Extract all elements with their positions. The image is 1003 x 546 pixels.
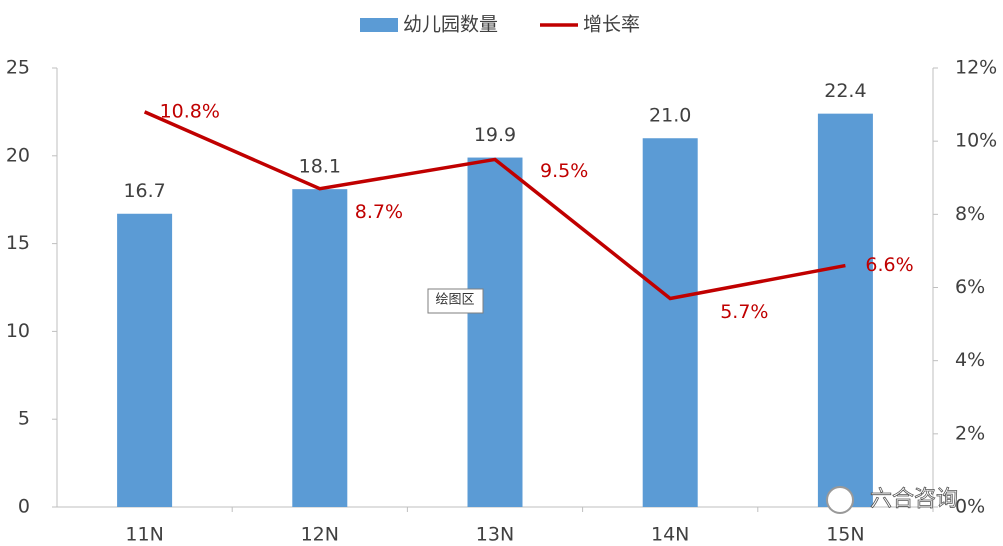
y-tick-label: 10: [6, 320, 30, 342]
tooltip-box: [427, 288, 484, 314]
x-tick-label: 11N: [125, 524, 163, 546]
line-value-label: 6.6%: [865, 254, 913, 276]
y2-tick-label: 8%: [955, 203, 985, 225]
bar-value-label: 19.9: [474, 124, 516, 146]
y2-tick-label: 12%: [955, 57, 997, 79]
bar: [467, 157, 523, 507]
bar-value-label: 21.0: [649, 105, 691, 127]
line-value-label: 8.7%: [355, 201, 403, 223]
y2-tick-label: 6%: [955, 276, 985, 298]
bar: [817, 113, 873, 507]
y-tick-label: 25: [6, 57, 30, 79]
y-tick-label: 20: [6, 144, 30, 166]
y2-tick-label: 10%: [955, 130, 997, 152]
line-value-label: 9.5%: [540, 160, 588, 182]
bar: [292, 189, 348, 507]
y2-tick-label: 0%: [955, 496, 985, 518]
x-tick-label: 12N: [301, 524, 339, 546]
bar-value-label: 16.7: [123, 180, 165, 202]
bar: [642, 138, 698, 508]
bar-value-label: 22.4: [824, 80, 866, 102]
line-value-label: 10.8%: [160, 100, 220, 122]
watermark: 六合咨询: [870, 487, 958, 512]
y-tick-label: 0: [18, 496, 30, 518]
y-tick-label: 15: [6, 232, 30, 254]
x-tick-label: 14N: [651, 524, 689, 546]
bar-value-label: 18.1: [299, 156, 341, 178]
bar: [117, 213, 173, 508]
x-tick-label: 13N: [476, 524, 514, 546]
watermark-icon: [826, 486, 854, 514]
y2-tick-label: 4%: [955, 349, 985, 371]
line-value-label: 5.7%: [720, 301, 768, 323]
tooltip: 绘图区: [435, 293, 474, 308]
y2-tick-label: 2%: [955, 422, 985, 444]
legend-label: 增长率: [583, 14, 640, 36]
legend-swatch: [360, 18, 398, 32]
line: [143, 110, 846, 301]
legend-label: 幼儿园数量: [403, 14, 498, 36]
x-tick-label: 15N: [826, 524, 864, 546]
y-tick-label: 5: [18, 408, 30, 430]
